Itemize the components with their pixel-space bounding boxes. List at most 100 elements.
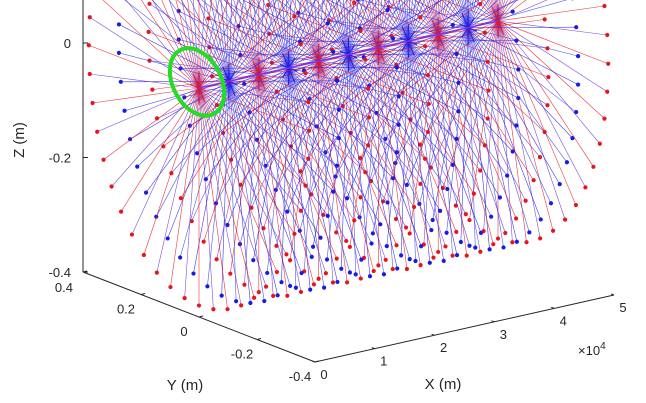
spoke bbox=[365, 0, 379, 48]
spoke bbox=[238, 0, 260, 75]
spoke bbox=[437, 0, 447, 35]
ring-point bbox=[485, 59, 490, 64]
ring-point bbox=[154, 270, 159, 275]
ring-point bbox=[206, 16, 211, 21]
hub-spoke bbox=[377, 37, 385, 49]
spoke bbox=[204, 0, 230, 82]
spoke bbox=[161, 0, 200, 89]
spoke bbox=[467, 27, 530, 233]
hub-spoke bbox=[429, 30, 439, 35]
spoke bbox=[297, 0, 319, 62]
spoke bbox=[357, 0, 379, 48]
spoke bbox=[467, 27, 490, 250]
ring-point bbox=[542, 17, 547, 22]
spoke bbox=[348, 54, 441, 212]
ring-point bbox=[454, 136, 459, 141]
spoke bbox=[483, 20, 499, 232]
spoke bbox=[262, 0, 289, 69]
spoke bbox=[191, 74, 260, 222]
spoke bbox=[316, 0, 349, 55]
spoke bbox=[111, 87, 200, 187]
hub-spoke bbox=[192, 87, 200, 99]
ring-point bbox=[116, 22, 122, 27]
spoke bbox=[438, 34, 549, 78]
ring-point bbox=[450, 162, 455, 168]
spoke bbox=[258, 74, 355, 221]
ring-point bbox=[135, 164, 140, 169]
spoke bbox=[251, 61, 319, 208]
spoke bbox=[480, 0, 499, 22]
hub-spoke bbox=[311, 46, 320, 62]
spoke bbox=[408, 0, 480, 42]
spoke bbox=[437, 0, 450, 35]
spoke bbox=[348, 0, 359, 55]
spoke bbox=[432, 27, 469, 221]
ring-point bbox=[570, 136, 575, 141]
spoke bbox=[438, 0, 485, 35]
hub-spoke bbox=[371, 33, 379, 48]
ring-point bbox=[597, 141, 602, 146]
ring-point bbox=[344, 238, 349, 244]
ring-point bbox=[403, 225, 409, 230]
spoke bbox=[497, 20, 586, 188]
ring-point bbox=[385, 200, 390, 205]
spoke bbox=[437, 34, 517, 219]
spoke bbox=[198, 87, 310, 132]
spoke bbox=[348, 54, 448, 190]
spoke bbox=[360, 27, 469, 29]
spoke bbox=[220, 0, 230, 82]
spoke bbox=[383, 0, 409, 42]
ring-point bbox=[381, 272, 387, 277]
ring-point bbox=[574, 109, 579, 115]
ring-point bbox=[146, 29, 151, 34]
spoke bbox=[228, 81, 321, 238]
hub-spoke bbox=[369, 43, 379, 49]
spoke bbox=[348, 54, 357, 275]
spoke bbox=[244, 74, 260, 285]
ring-point bbox=[214, 257, 219, 262]
ring-point bbox=[265, 270, 270, 276]
ring-point bbox=[141, 252, 146, 258]
spoke bbox=[288, 67, 399, 126]
highlight-layer bbox=[167, 46, 227, 118]
ring-point bbox=[118, 79, 123, 84]
spoke bbox=[252, 67, 289, 261]
z-tick-label: -0.2 bbox=[49, 151, 71, 166]
spoke bbox=[266, 67, 289, 273]
spoke bbox=[369, 0, 409, 42]
ring-point bbox=[478, 168, 483, 173]
ring-point bbox=[422, 156, 428, 161]
hub-spoke bbox=[198, 77, 206, 89]
spoke bbox=[152, 0, 200, 89]
spoke bbox=[318, 61, 407, 228]
ring-point bbox=[325, 21, 330, 26]
spoke bbox=[331, 0, 349, 55]
spoke bbox=[318, 0, 340, 62]
spoke bbox=[198, 87, 306, 186]
spoke bbox=[409, 0, 439, 35]
ring-point bbox=[168, 284, 173, 290]
spoke bbox=[408, 0, 425, 42]
ring-point bbox=[90, 100, 95, 106]
spoke bbox=[348, 0, 443, 55]
hub-spoke bbox=[318, 60, 328, 66]
ring-point bbox=[396, 94, 401, 99]
spoke bbox=[378, 47, 489, 91]
ring-point bbox=[358, 195, 363, 200]
ring-point bbox=[366, 115, 372, 120]
ring-point bbox=[524, 240, 529, 245]
ring-point bbox=[531, 178, 536, 183]
y-tick-label: 0.2 bbox=[117, 302, 135, 317]
spoke bbox=[196, 0, 260, 75]
spoke bbox=[406, 0, 409, 42]
spoke bbox=[497, 20, 609, 65]
ring-point bbox=[398, 253, 404, 258]
ring-point bbox=[311, 282, 316, 287]
ring-point bbox=[407, 231, 412, 236]
spoke bbox=[312, 54, 349, 247]
spoke bbox=[372, 41, 409, 234]
spoke bbox=[395, 27, 469, 164]
spoke bbox=[228, 0, 290, 82]
ring-point bbox=[87, 15, 92, 20]
